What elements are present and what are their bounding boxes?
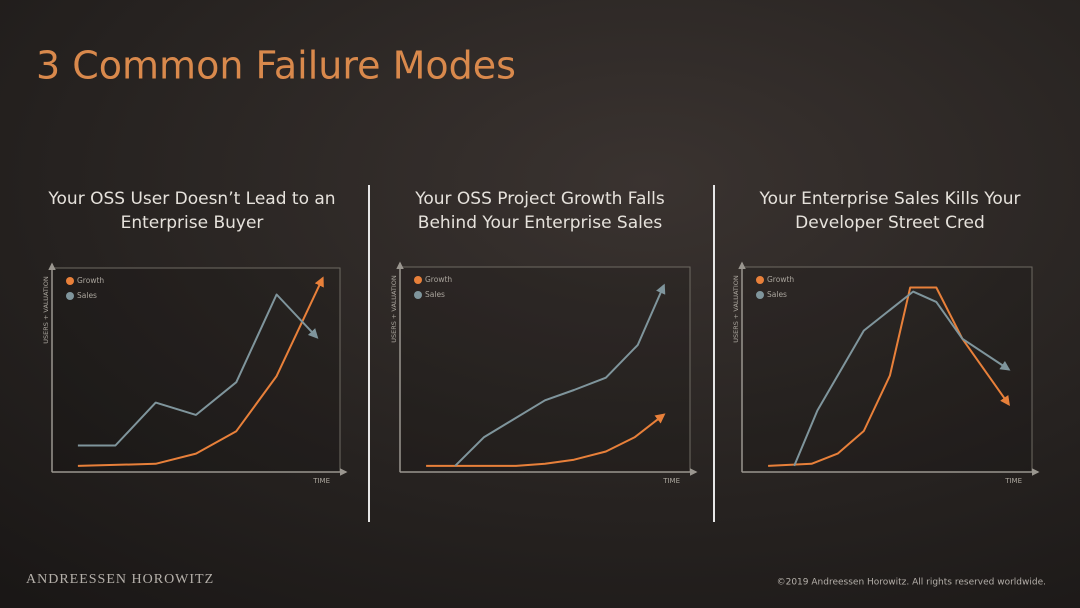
series-line — [793, 290, 1011, 467]
chart-title: Your OSS Project Growth Falls — [414, 189, 665, 209]
legend-swatch — [66, 292, 74, 300]
x-axis-label: TIME — [312, 477, 330, 485]
series-line — [77, 293, 319, 447]
legend-swatch — [756, 291, 764, 299]
series-line — [454, 283, 666, 467]
chart-title: Your OSS User Doesn’t Lead to an — [47, 189, 335, 209]
y-axis-label: USERS + VALUATION — [390, 275, 398, 343]
series-line — [77, 276, 324, 467]
slide-title: 3 Common Failure Modes — [36, 44, 516, 88]
series-line — [426, 413, 666, 467]
legend-label: Growth — [77, 276, 104, 285]
x-axis-label: TIME — [662, 477, 680, 485]
chart-title: Your Enterprise Sales Kills Your — [758, 189, 1020, 209]
chart-title: Enterprise Buyer — [121, 213, 264, 233]
plot-frame — [399, 266, 691, 473]
chart-title: Developer Street Cred — [795, 213, 985, 233]
plot-frame — [51, 267, 341, 473]
legend-swatch — [414, 291, 422, 299]
brand: ANDREESSEN HOROWITZ — [26, 572, 214, 587]
y-axis-label: USERS + VALUATION — [732, 275, 740, 343]
y-axis-label: USERS + VALUATION — [42, 276, 50, 344]
copyright: ©2019 Andreessen Horowitz. All rights re… — [777, 578, 1046, 588]
series-line — [768, 286, 1010, 467]
legend-swatch — [66, 277, 74, 285]
legend-label: Sales — [425, 290, 445, 299]
legend-label: Sales — [767, 290, 787, 299]
legend-swatch — [756, 276, 764, 284]
chart-title: Behind Your Enterprise Sales — [418, 213, 663, 233]
legend-label: Sales — [77, 291, 97, 300]
legend-swatch — [414, 276, 422, 284]
x-axis-label: TIME — [1004, 477, 1022, 485]
legend-label: Growth — [425, 275, 452, 284]
legend-label: Growth — [767, 275, 794, 284]
